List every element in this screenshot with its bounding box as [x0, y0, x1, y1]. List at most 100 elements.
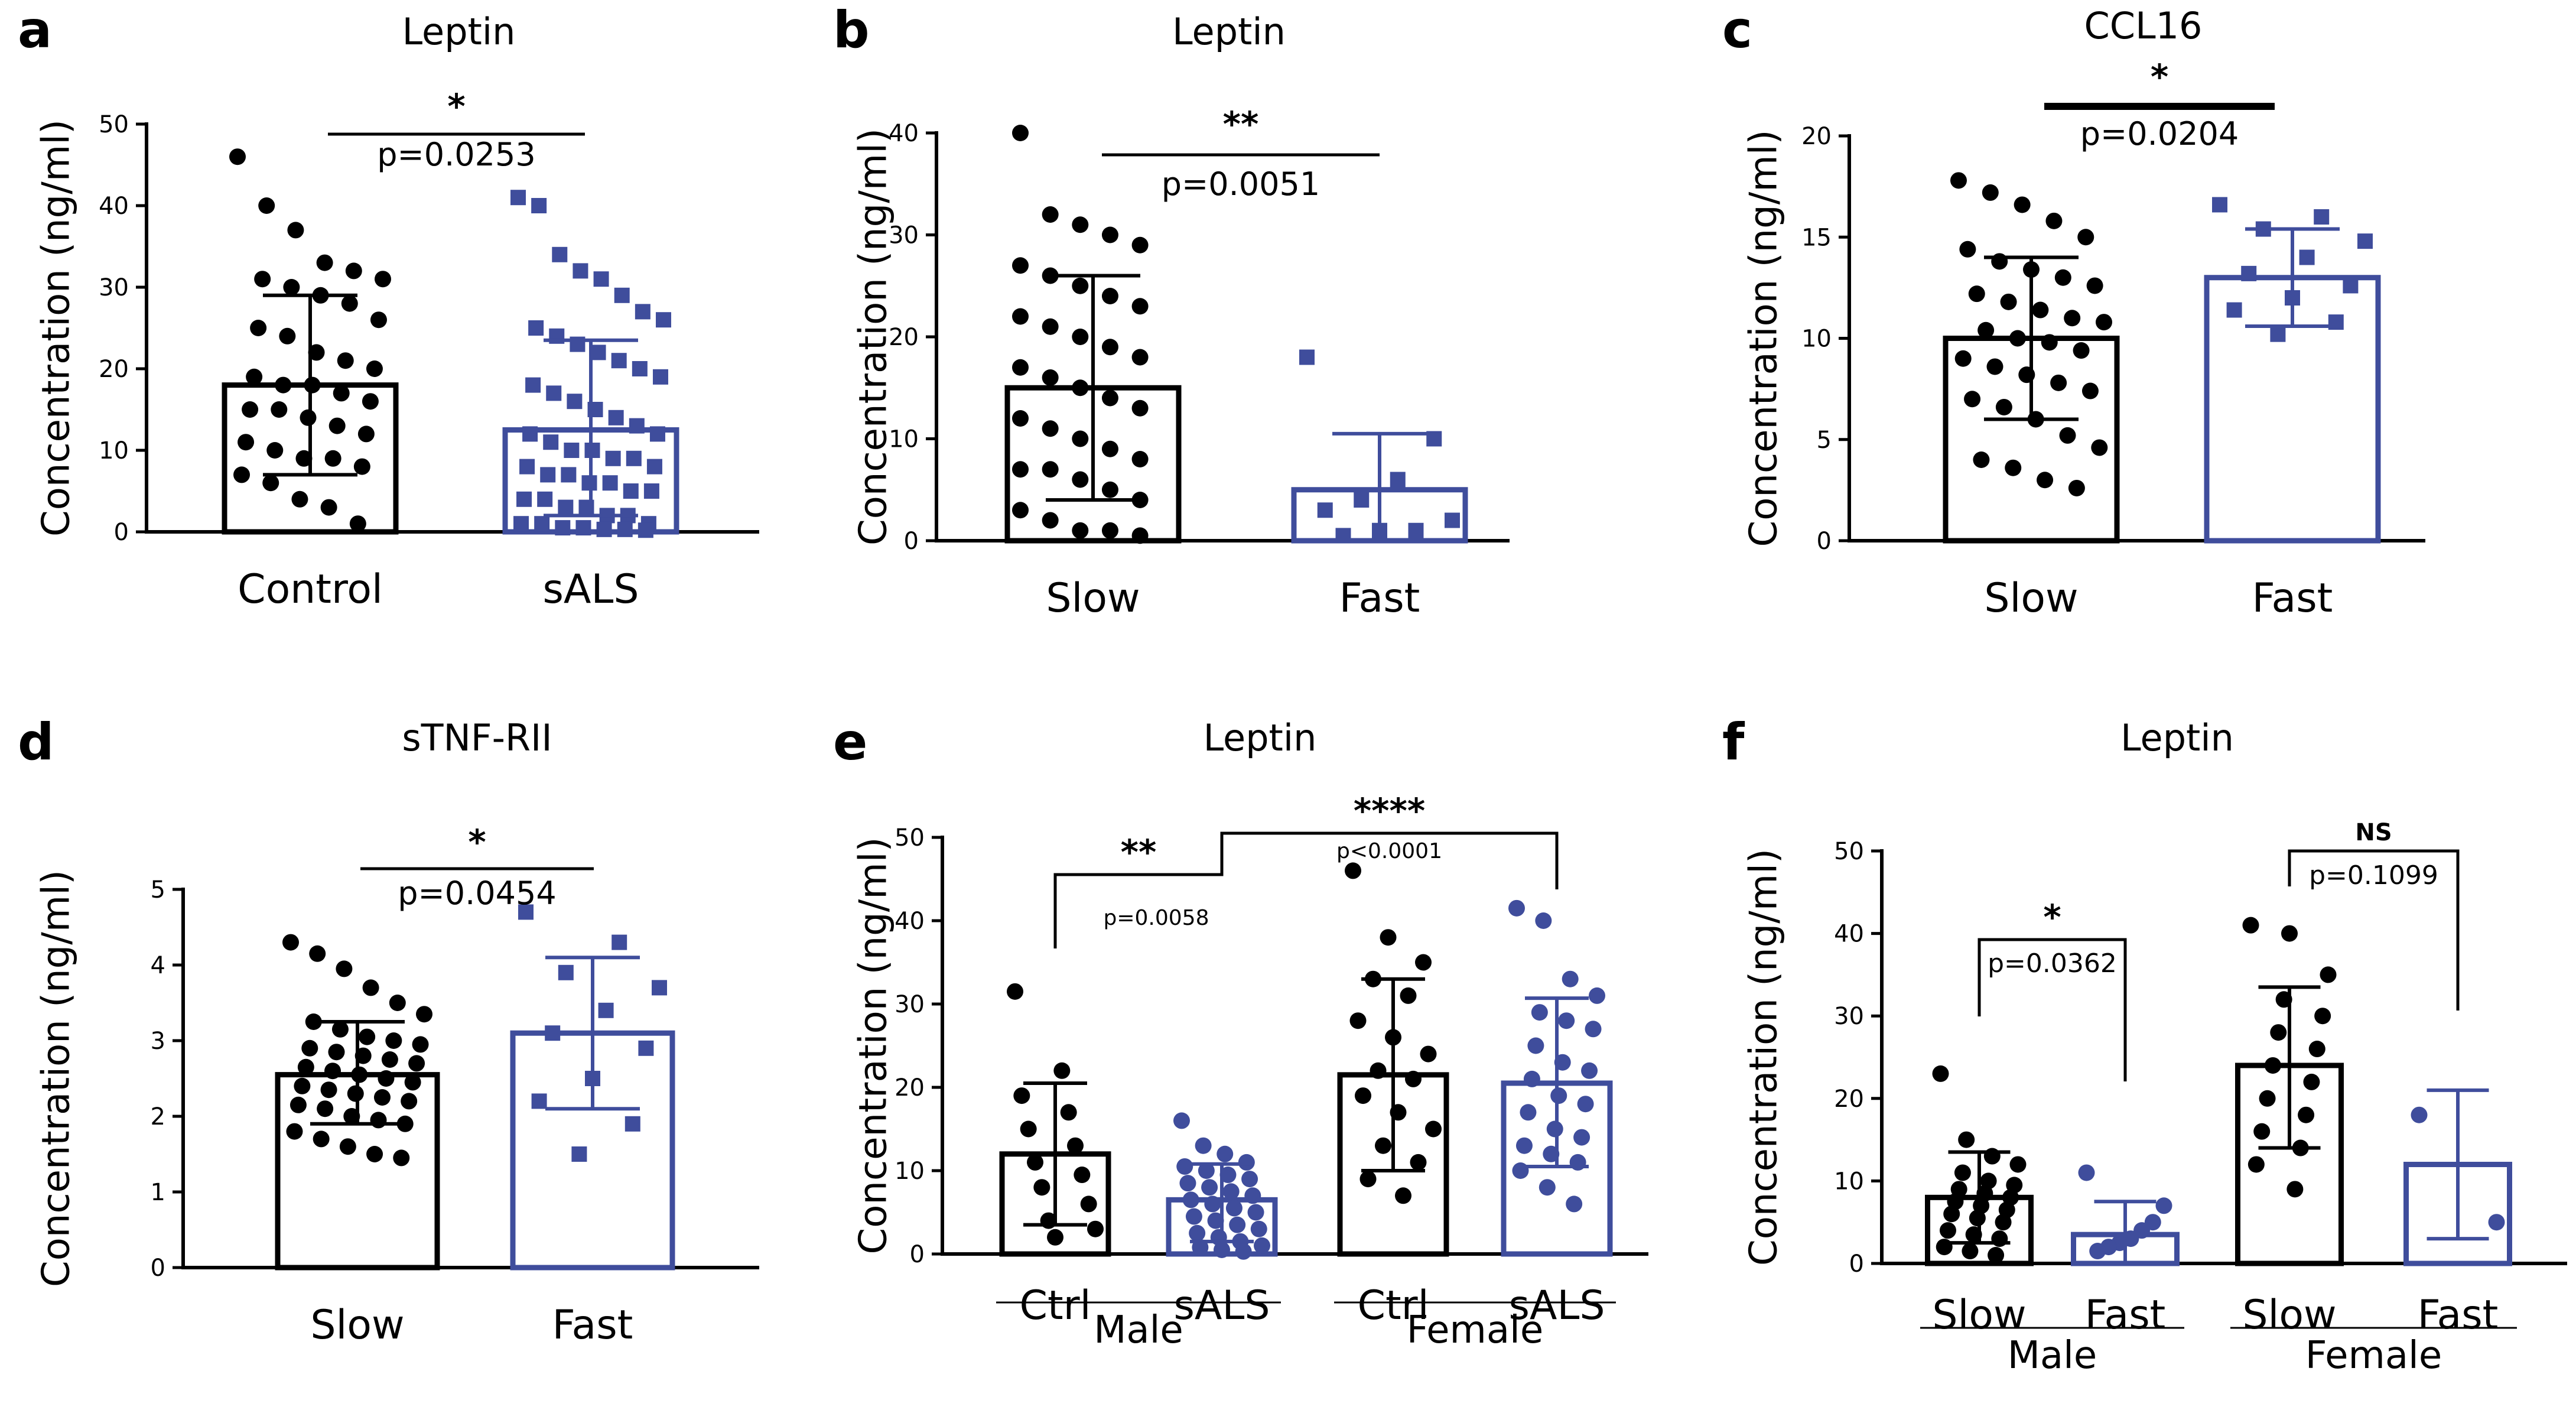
data-point: [1042, 318, 1059, 335]
data-point: [1515, 1137, 1533, 1154]
data-point: [534, 516, 550, 532]
data-point: [652, 369, 668, 385]
data-point: [629, 418, 645, 434]
data-point: [2314, 1008, 2331, 1025]
y-tick-label: 1: [151, 1179, 165, 1206]
data-point: [238, 434, 255, 451]
data-point: [1012, 502, 1029, 519]
y-tick-label: 30: [895, 991, 925, 1018]
data-point: [646, 459, 662, 475]
data-point: [1131, 349, 1149, 366]
data-point: [1573, 1129, 1591, 1146]
data-point: [328, 1044, 345, 1061]
significance-bracket: [1053, 839, 1224, 948]
y-tick-label: 30: [1834, 1003, 1864, 1030]
data-point: [2226, 302, 2242, 318]
data-point: [1195, 1137, 1212, 1154]
x-tick-label: Fast: [552, 1302, 633, 1349]
y-tick-label: 10: [1801, 326, 1832, 353]
y-tick-label: 0: [1849, 1250, 1864, 1278]
data-point: [643, 483, 659, 499]
data-point: [2298, 1106, 2315, 1123]
data-point: [297, 1058, 314, 1076]
data-point: [567, 394, 583, 410]
data-point: [1072, 329, 1089, 345]
data-point: [1042, 420, 1059, 437]
data-point: [1247, 1204, 1264, 1221]
y-tick-label: 15: [1801, 224, 1832, 251]
data-point: [632, 361, 648, 376]
data-point: [1546, 1120, 1563, 1138]
data-point: [1589, 987, 1605, 1004]
data-point: [1988, 1247, 2005, 1264]
data-point: [652, 980, 667, 996]
data-point: [1067, 1137, 1084, 1154]
data-point: [1007, 983, 1023, 1000]
data-point: [575, 520, 591, 536]
data-point: [545, 1025, 561, 1041]
data-point: [513, 516, 529, 532]
data-point: [1101, 389, 1118, 407]
data-point: [1932, 1065, 1949, 1082]
y-tick-label: 10: [889, 426, 919, 453]
data-point: [1508, 899, 1525, 917]
data-point: [1217, 1145, 1234, 1162]
x-tick-label: Slow: [310, 1302, 404, 1349]
data-point: [1527, 1037, 1544, 1054]
data-point: [1969, 1210, 1986, 1227]
data-point: [2086, 277, 2103, 294]
data-point: [1410, 1154, 1427, 1171]
data-point: [404, 1074, 421, 1091]
data-point: [1131, 399, 1149, 417]
data-point: [1968, 285, 1985, 303]
data-point: [1012, 257, 1029, 274]
data-point: [1390, 472, 1406, 488]
data-point: [1042, 369, 1059, 386]
y-tick-label: 4: [151, 952, 165, 979]
data-point: [283, 279, 300, 295]
data-point: [555, 520, 571, 536]
data-point: [1445, 512, 1460, 528]
data-point: [2041, 334, 2058, 351]
data-point: [1229, 1216, 1246, 1233]
y-axis-label: Concentration (ng/ml): [851, 837, 895, 1255]
data-point: [537, 491, 553, 507]
p-value: p<0.0001: [1336, 839, 1442, 863]
data-point: [2155, 1197, 2172, 1214]
data-point: [1101, 481, 1118, 498]
data-point: [1235, 1243, 1252, 1260]
data-point: [308, 344, 325, 361]
data-point: [2286, 1181, 2304, 1198]
data-point: [638, 1040, 654, 1056]
group-label: Female: [2305, 1334, 2442, 1377]
data-point: [1219, 1167, 1237, 1184]
data-point: [370, 1112, 387, 1129]
y-tick-label: 50: [895, 824, 925, 852]
significance-stars: **: [1121, 832, 1157, 872]
data-point: [1954, 1164, 1971, 1181]
data-point: [401, 1093, 418, 1110]
data-point: [385, 1032, 402, 1049]
data-point: [1299, 349, 1315, 365]
data-point: [2241, 265, 2257, 281]
y-tick-label: 0: [1817, 528, 1832, 555]
data-point: [2032, 301, 2049, 319]
data-point: [564, 443, 580, 458]
data-point: [1577, 1096, 1594, 1113]
data-point: [290, 1096, 307, 1113]
data-point: [2248, 1156, 2265, 1173]
data-point: [393, 1149, 410, 1167]
y-axis-label: Concentration (ng/ml): [1742, 130, 1785, 547]
y-tick-label: 40: [889, 120, 919, 147]
data-point: [656, 312, 671, 328]
x-tick-label: sALS: [543, 566, 639, 613]
y-tick-label: 5: [151, 876, 165, 904]
data-point: [359, 1028, 376, 1045]
x-tick-label: Fast: [2085, 1292, 2166, 1338]
data-point: [1354, 492, 1370, 508]
data-point: [1072, 277, 1089, 294]
panel-c: c CCL16 Concentration (ng/ml) 0 5 10 15 20 Slow F…: [1722, 1, 2425, 622]
p-value: p=0.1099: [2309, 860, 2438, 891]
data-point: [552, 246, 568, 262]
